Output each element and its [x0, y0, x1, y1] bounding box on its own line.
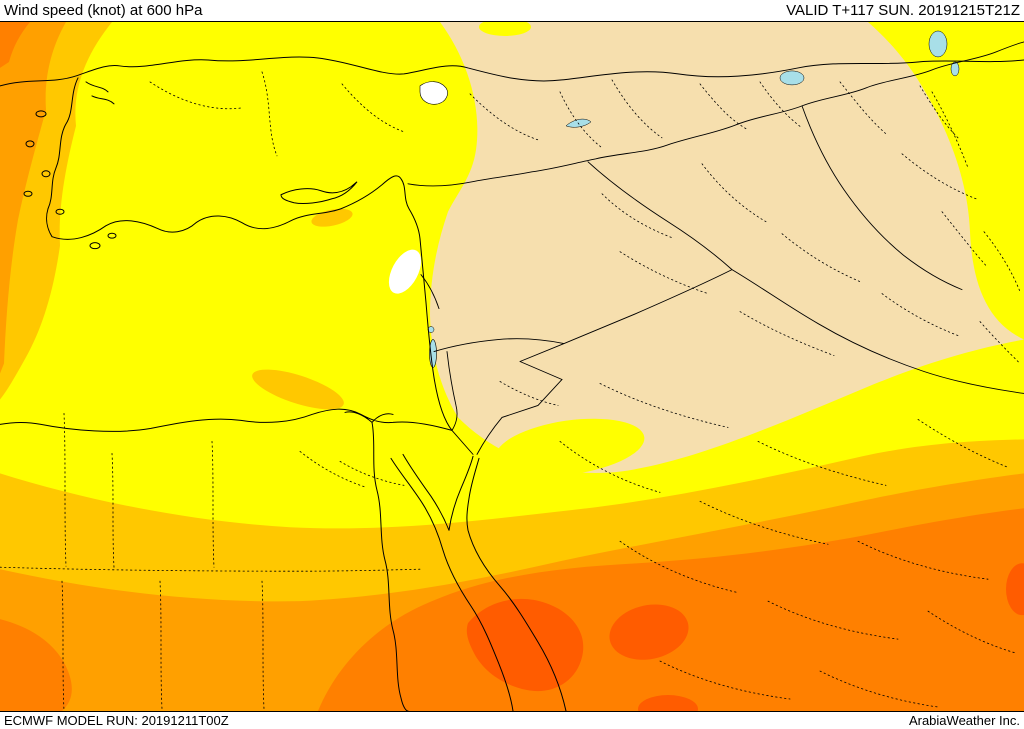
red-orange-max-red-sea [466, 598, 584, 692]
orange-band-left-edge [0, 22, 66, 374]
admin-borders-dotted-path [0, 71, 1021, 711]
white-calm-patch-lebanon [388, 249, 422, 294]
credit-label: ArabiaWeather Inc. [908, 712, 1020, 728]
wind-speed-map-svg [0, 22, 1024, 711]
page-title: Wind speed (knot) at 600 hPa [4, 2, 203, 19]
lake-van [779, 70, 805, 86]
dark-orange-corner-topleft [0, 22, 30, 68]
lake-tuz [419, 81, 448, 105]
yellow-band-right-edge [868, 22, 1024, 340]
lake-small-topright [950, 61, 960, 77]
yellow-patch-top-edge [479, 22, 531, 36]
model-run-label: ECMWF MODEL RUN: 20191211T00Z [4, 712, 229, 728]
valid-time-label: VALID T+117 SUN. 20191215T21Z [786, 2, 1020, 19]
red-orange-max-bottom-edge [638, 695, 698, 711]
coastline-path [0, 56, 1024, 711]
red-orange-max-right-edge [1006, 563, 1024, 616]
map-header: Wind speed (knot) at 600 hPa VALID T+117… [0, 0, 1024, 21]
map-canvas [0, 21, 1024, 712]
dark-orange-blob-bottomleft [0, 619, 72, 711]
country-borders-path [407, 41, 1024, 455]
lake-urmia [928, 30, 948, 58]
red-orange-max-central [609, 604, 689, 660]
yellow-tongue-region [495, 418, 645, 477]
gold-patch-egypt-coast [252, 369, 344, 410]
map-footer: ECMWF MODEL RUN: 20191211T00Z ArabiaWeat… [0, 712, 1024, 729]
